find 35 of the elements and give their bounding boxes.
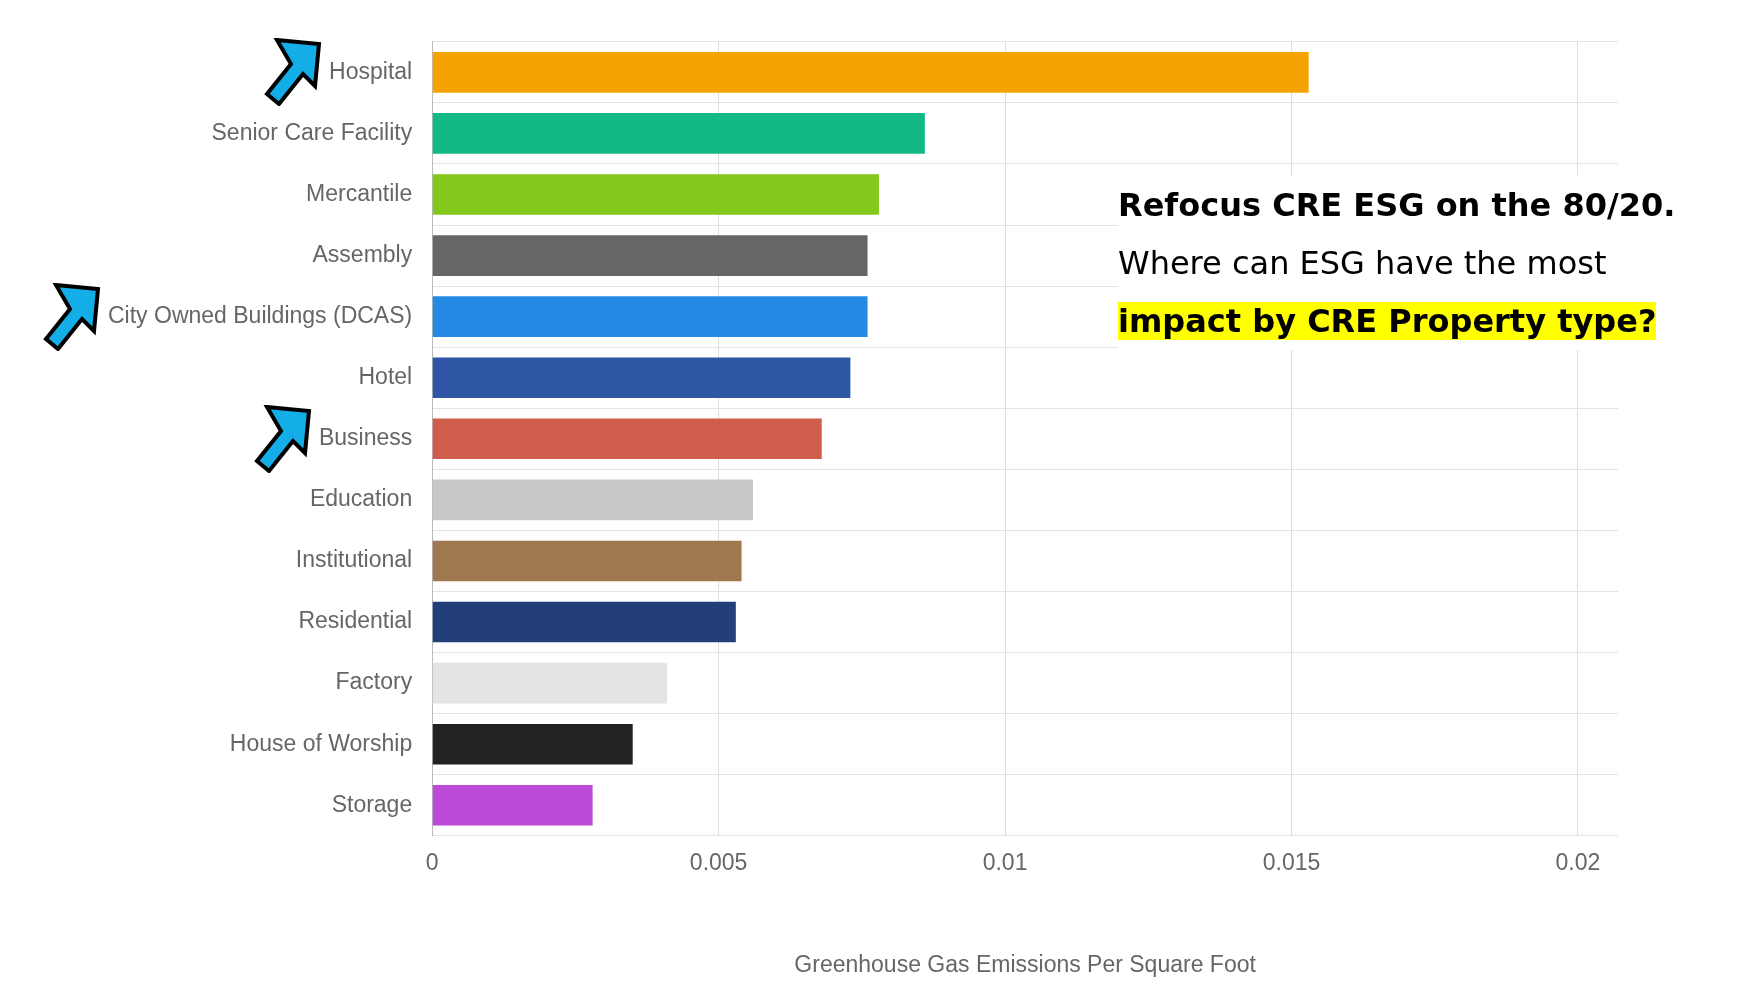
y-tick-label: Storage xyxy=(331,790,413,817)
bar xyxy=(432,418,822,460)
y-tick-label: Senior Care Facility xyxy=(211,118,413,145)
y-tick-label: Factory xyxy=(335,668,413,695)
annotation: impact by CRE Property type? xyxy=(1118,302,1657,340)
y-tick-label: Education xyxy=(309,485,413,512)
bar xyxy=(432,235,868,276)
y-tick-label: House of Worship xyxy=(229,729,413,756)
x-tick-label: 0 xyxy=(425,848,439,875)
bar xyxy=(432,662,668,704)
x-tick-label: 0.01 xyxy=(982,848,1028,875)
bar xyxy=(432,479,753,521)
bar xyxy=(432,174,880,215)
bar xyxy=(432,52,1309,93)
y-tick-label: Hotel xyxy=(358,363,413,390)
x-tick-label: 0.02 xyxy=(1555,848,1601,875)
bar xyxy=(432,357,851,399)
y-tick-label: Hospital xyxy=(329,57,413,84)
y-tick-label: Mercantile xyxy=(306,179,413,206)
x-tick-label: 0.015 xyxy=(1262,848,1321,875)
bar xyxy=(432,601,736,643)
bar xyxy=(432,113,925,154)
bar xyxy=(432,540,742,582)
annotation: Refocus CRE ESG on the 80/20. xyxy=(1118,186,1676,224)
x-axis-title: Greenhouse Gas Emissions Per Square Foot xyxy=(794,950,1257,977)
bar xyxy=(432,296,868,337)
bar xyxy=(432,784,593,826)
y-tick-label: Residential xyxy=(298,607,413,634)
annotation: Where can ESG have the most xyxy=(1118,244,1607,282)
y-tick-label: Business xyxy=(318,424,413,451)
y-tick-label: Institutional xyxy=(295,546,413,573)
y-tick-label: City Owned Buildings (DCAS) xyxy=(107,301,413,328)
y-tick-label: Assembly xyxy=(312,240,413,267)
bar xyxy=(432,723,633,765)
x-tick-label: 0.005 xyxy=(689,848,748,875)
